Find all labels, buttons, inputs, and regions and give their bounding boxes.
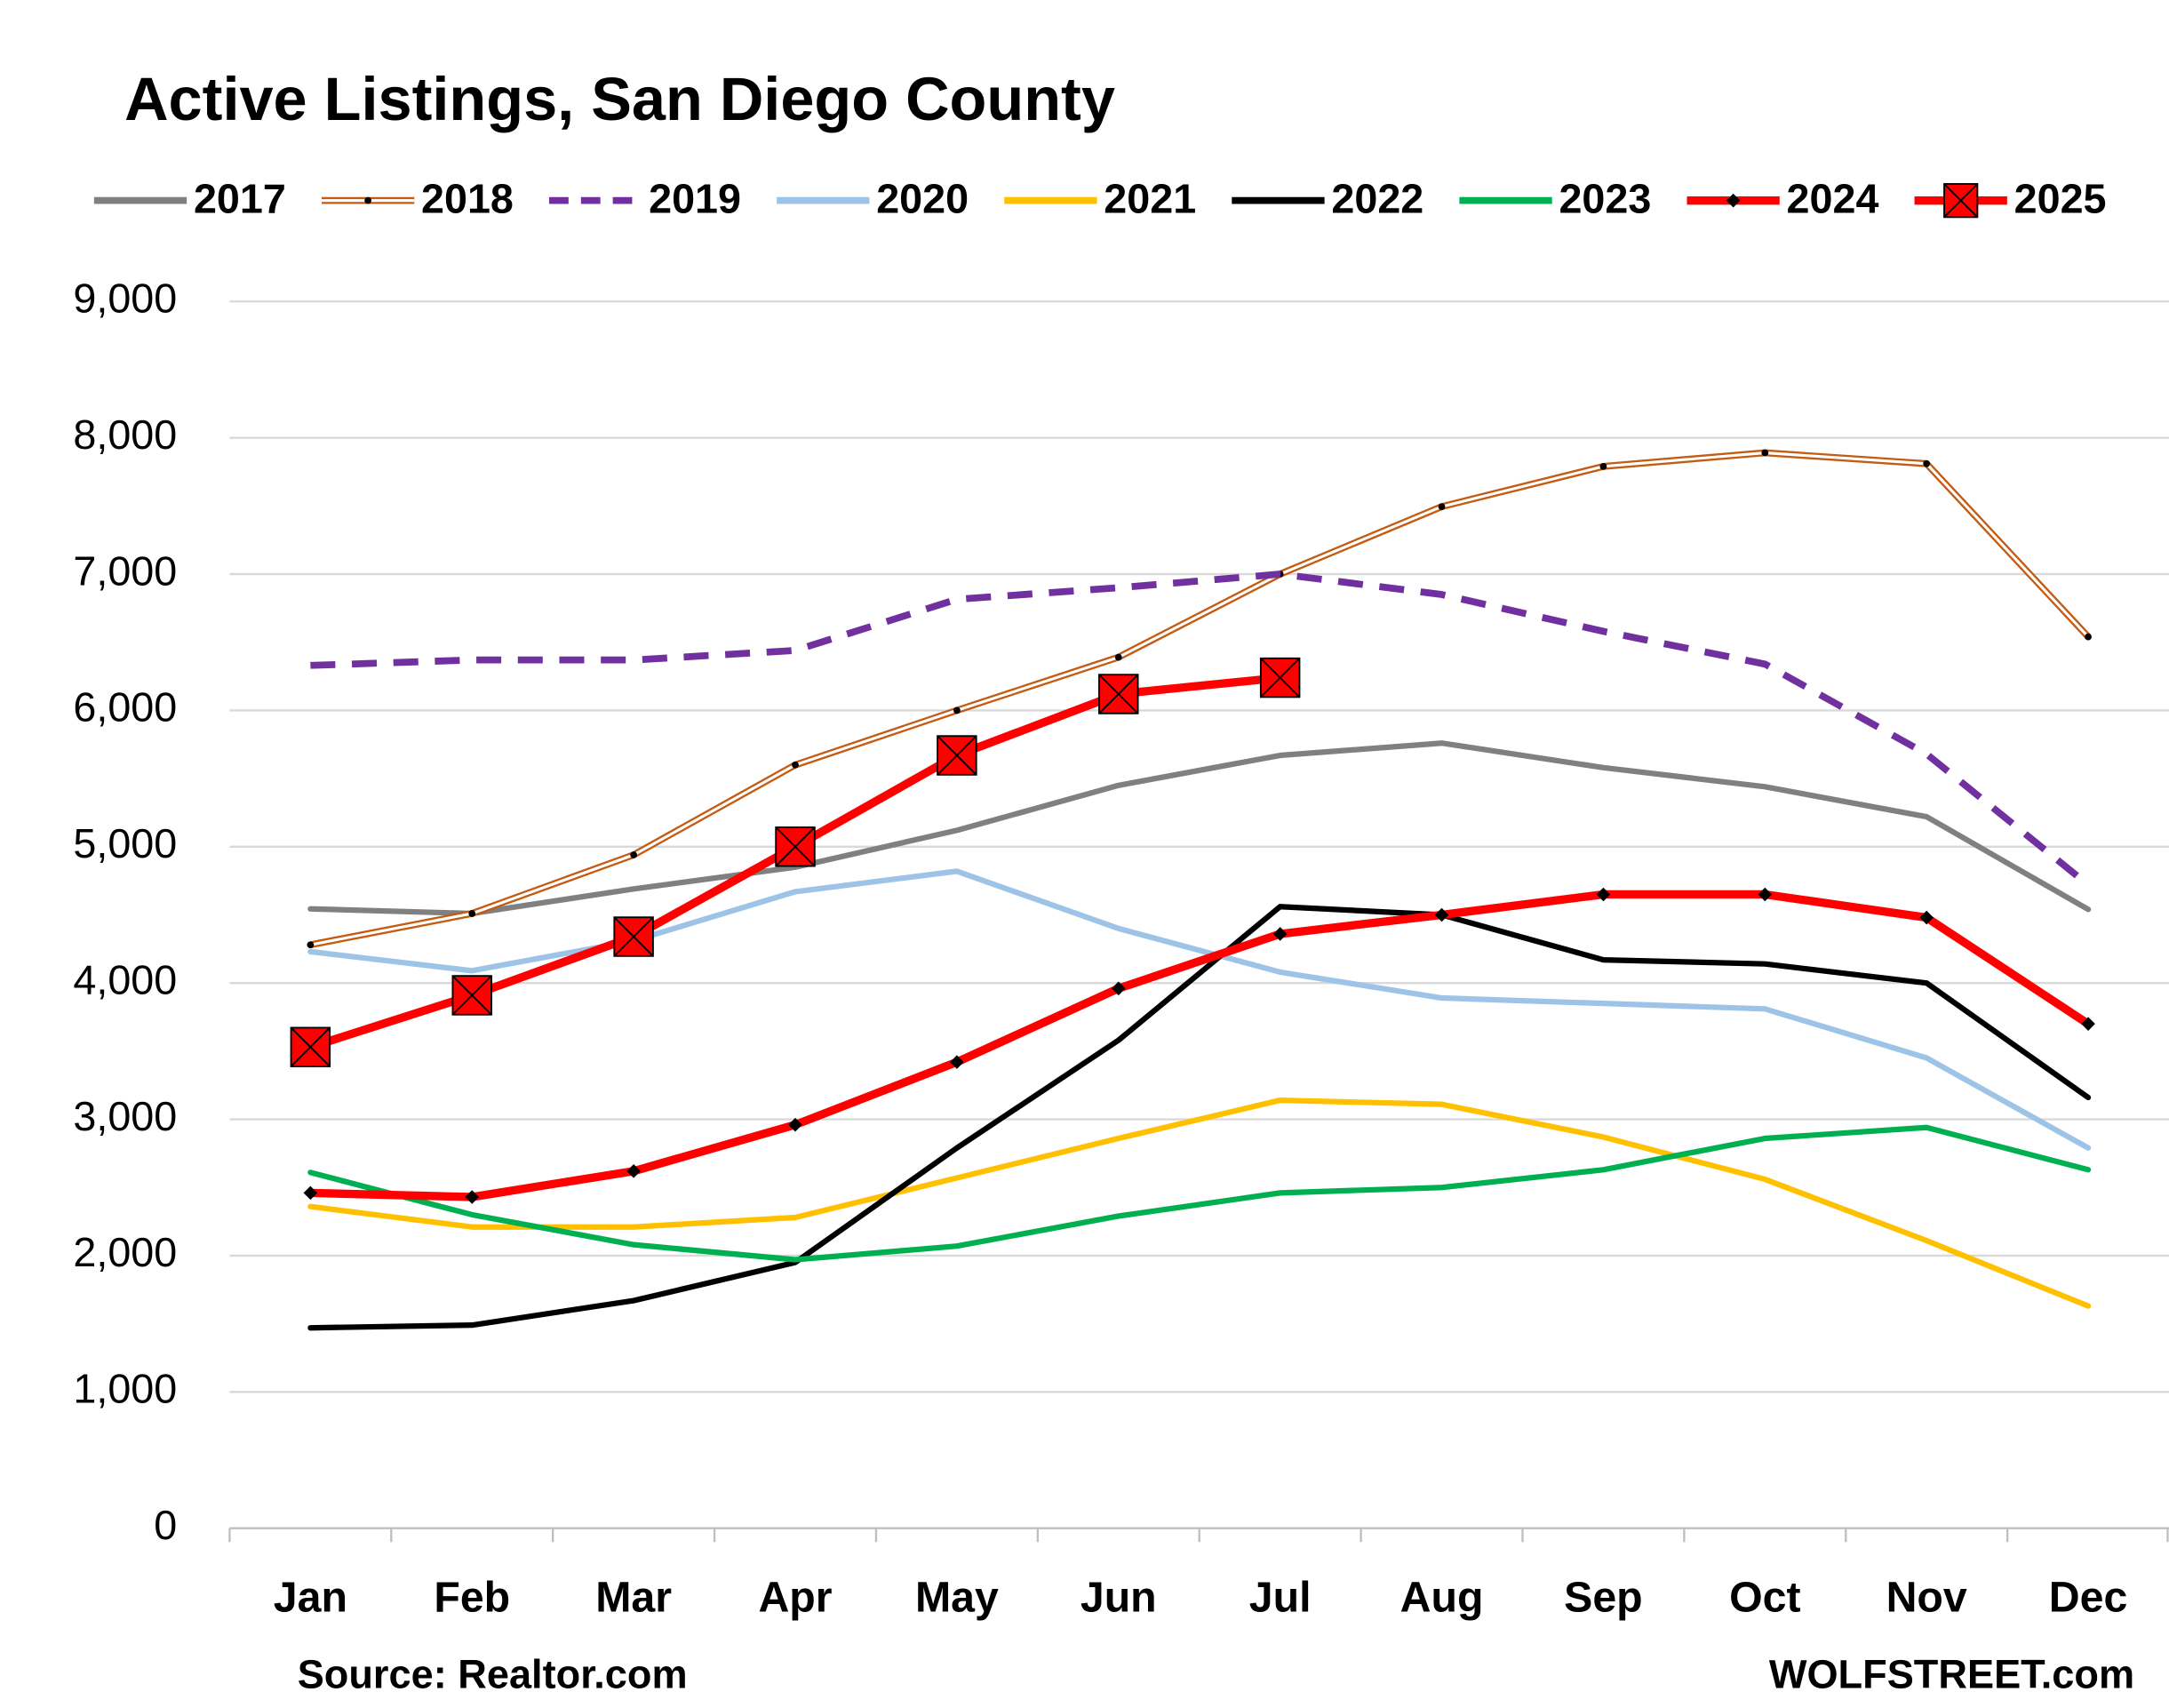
marker	[630, 851, 638, 858]
x-tick-label: Dec	[2049, 1573, 2128, 1621]
series	[307, 904, 2092, 1331]
legend-item: 2022	[1232, 176, 1423, 222]
x-tick-label: May	[915, 1573, 999, 1621]
marker	[1434, 907, 1449, 922]
marker	[1923, 459, 1931, 467]
x-tick-label: Nov	[1886, 1573, 1967, 1621]
y-tick-label: 1,000	[73, 1366, 177, 1412]
marker	[792, 761, 799, 769]
y-tick-label: 5,000	[73, 820, 177, 866]
marker	[1114, 653, 1122, 661]
x-tick-label: Mar	[595, 1573, 672, 1621]
line-series	[306, 890, 2093, 1201]
series	[307, 449, 2092, 949]
legend-marker	[1726, 193, 1741, 208]
y-tick-label: 8,000	[73, 411, 177, 458]
legend-item: 2019	[549, 176, 741, 222]
line-series	[310, 571, 2091, 888]
series	[303, 887, 2095, 1204]
credit-note: WOLFSTREET.com	[1769, 1652, 2134, 1697]
marker	[950, 1055, 964, 1069]
legend-label: 2020	[876, 176, 969, 222]
marker	[2085, 633, 2092, 641]
x-tick-label: Jul	[1249, 1573, 1312, 1621]
legend-marker-cross	[1943, 183, 1979, 218]
legend-item: 2023	[1459, 176, 1651, 222]
series	[307, 1097, 2092, 1309]
series	[307, 868, 2092, 1151]
x-tick-label: Aug	[1400, 1573, 1484, 1621]
legend-label: 2018	[421, 176, 514, 222]
y-tick-label: 4,000	[73, 956, 177, 1002]
marker	[307, 941, 315, 949]
series	[290, 657, 1301, 1067]
legend-label: 2023	[1559, 176, 1651, 222]
marker-cross	[1260, 658, 1301, 698]
marker	[465, 1190, 480, 1204]
line-series	[307, 1124, 2092, 1263]
marker-cross	[290, 1026, 331, 1067]
series	[307, 1124, 2092, 1263]
marker	[1438, 503, 1446, 510]
marker-cross	[613, 916, 654, 957]
marker	[1599, 462, 1607, 470]
legend-label: 2021	[1104, 176, 1196, 222]
legend-item: 2017	[93, 176, 286, 222]
legend-item: 2025	[1914, 176, 2107, 222]
marker	[1111, 981, 1126, 996]
legend-item: 2021	[1004, 176, 1196, 222]
y-tick-label: 2,000	[73, 1229, 177, 1275]
marker	[2081, 1017, 2095, 1031]
x-tick-label: Oct	[1729, 1573, 1800, 1621]
x-tick-label: Jan	[274, 1573, 347, 1621]
marker	[1596, 887, 1611, 902]
y-tick-label: 0	[154, 1502, 177, 1548]
y-tick-label: 3,000	[73, 1093, 177, 1139]
marker-cross	[1098, 674, 1139, 714]
legend-label: 2017	[194, 176, 286, 222]
legend-item: 2020	[777, 176, 969, 222]
marker-cross	[937, 735, 977, 776]
marker-cross	[775, 826, 816, 867]
legend-label: 2022	[1331, 176, 1423, 222]
source-note: Source: Realtor.com	[298, 1652, 688, 1697]
line-series	[307, 1097, 2092, 1309]
line-series-inner	[310, 451, 2090, 946]
y-tick-label: 9,000	[73, 275, 177, 322]
x-tick-label: Sep	[1564, 1573, 1643, 1621]
legend-marker	[364, 196, 371, 204]
series	[310, 571, 2091, 888]
line-series	[307, 740, 2092, 917]
marker	[788, 1117, 802, 1132]
line-series	[307, 868, 2092, 1151]
line-series	[307, 904, 2092, 1331]
marker	[953, 706, 961, 714]
marker	[303, 1185, 318, 1201]
y-tick-label: 7,000	[73, 547, 177, 594]
y-tick-label: 6,000	[73, 684, 177, 730]
x-tick-label: Feb	[434, 1573, 510, 1621]
legend-label: 2024	[1787, 176, 1879, 222]
marker	[1761, 449, 1769, 457]
x-tick-label: Jun	[1081, 1573, 1157, 1621]
legend-item: 2024	[1687, 176, 1878, 222]
legend-label: 2019	[649, 176, 741, 222]
legend-label: 2025	[2014, 176, 2107, 222]
series	[307, 740, 2092, 917]
chart-title: Active Listings, San Diego County	[124, 65, 1115, 133]
marker-cross	[451, 975, 492, 1016]
x-tick-label: Apr	[758, 1573, 832, 1621]
legend-item: 2018	[321, 176, 514, 222]
marker	[1272, 927, 1288, 941]
marker	[468, 910, 476, 917]
